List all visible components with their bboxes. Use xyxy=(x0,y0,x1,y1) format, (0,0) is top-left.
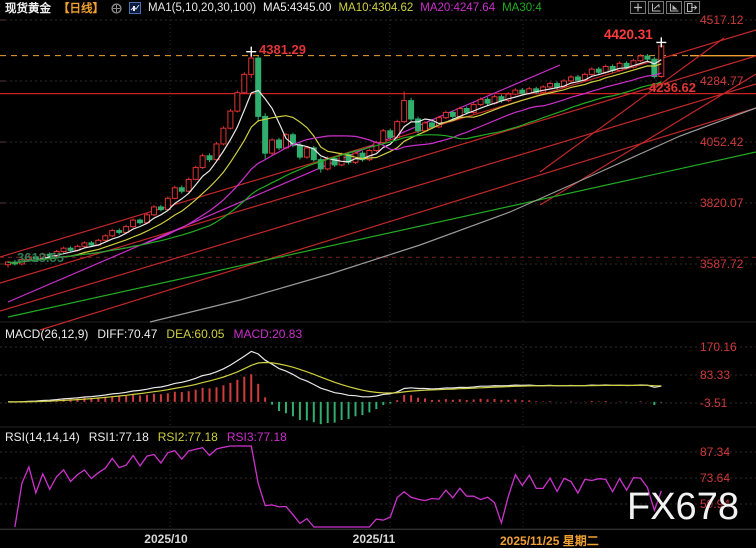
price-axis-label: 4052.42 xyxy=(700,135,744,149)
period-tag: 【日线】 xyxy=(58,3,104,15)
last-price-label: 4420.31 xyxy=(604,27,653,42)
time-axis: 2025/10 2025/11 2025/11/25 星期二 xyxy=(0,529,756,548)
highlighted-date-label: 2025/11/25 星期二 xyxy=(500,534,599,548)
symbol-title: 现货黄金 xyxy=(5,3,51,15)
rsi3-value: RSI3:77.18 xyxy=(226,430,287,444)
rsi-axis-label: 59.94 xyxy=(700,497,731,511)
macd-axis-label: 83.33 xyxy=(700,367,731,382)
watermark: FX678 xyxy=(627,486,739,528)
ma-params-label: MA1(5,10,20,30,100) xyxy=(148,2,257,14)
macd-diff-value: DIFF:70.47 xyxy=(97,327,158,341)
rsi-axis-label: 87.34 xyxy=(700,445,731,459)
macd-title: MACD(26,12,9) xyxy=(5,327,89,341)
crosshair-move-icon[interactable] xyxy=(630,1,646,14)
support-label: 3613.55 xyxy=(17,250,64,266)
ma5-value: MA5:4345.00 xyxy=(263,2,332,14)
exit-chart-icon[interactable] xyxy=(684,1,700,14)
peak-price-label: 4381.29 xyxy=(259,41,306,57)
time-label: 2025/11 xyxy=(352,532,396,546)
rsi-header: RSI(14,14,14) RSI1:77.18 RSI2:77.18 RSI3… xyxy=(5,430,287,444)
rsi-axis-label: 73.64 xyxy=(700,471,731,485)
settings-circle-icon[interactable] xyxy=(111,2,122,14)
macd-axis-label: -3.51 xyxy=(700,396,728,410)
ma30-value: MA30:4 xyxy=(502,2,542,14)
axis-scale-icon[interactable] xyxy=(648,1,664,14)
rsi2-value: RSI2:77.18 xyxy=(157,430,218,444)
rsi1-value: RSI1:77.18 xyxy=(88,430,149,444)
axis-playback-icon[interactable] xyxy=(666,1,682,14)
price-axis-label: 3820.07 xyxy=(700,196,744,210)
macd-header: MACD(26,12,9) DIFF:70.47 DEA:60.05 MACD:… xyxy=(5,327,302,341)
macd-dea-value: DEA:60.05 xyxy=(166,327,225,341)
price-axis-label: 4284.77 xyxy=(700,74,744,88)
time-label: 2025/10 xyxy=(144,532,188,546)
rsi-title: RSI(14,14,14) xyxy=(5,430,80,444)
chart-header: 现货黄金 【日线】 MA1(5,10,20,30,100) MA5:4345.0… xyxy=(5,0,542,16)
macd-macd-value: MACD:20.83 xyxy=(233,327,303,341)
chart-toolbar xyxy=(630,1,700,14)
price-axis-label: 3587.72 xyxy=(700,257,744,271)
ma20-value: MA20:4247.64 xyxy=(420,2,496,14)
resistance-label: 4236.62 xyxy=(649,79,696,95)
price-axis-label: 4517.12 xyxy=(700,13,744,27)
mini-chart-icon[interactable] xyxy=(129,2,141,14)
ma10-value: MA10:4304.62 xyxy=(338,2,414,14)
macd-axis-label: 170.16 xyxy=(700,340,737,354)
